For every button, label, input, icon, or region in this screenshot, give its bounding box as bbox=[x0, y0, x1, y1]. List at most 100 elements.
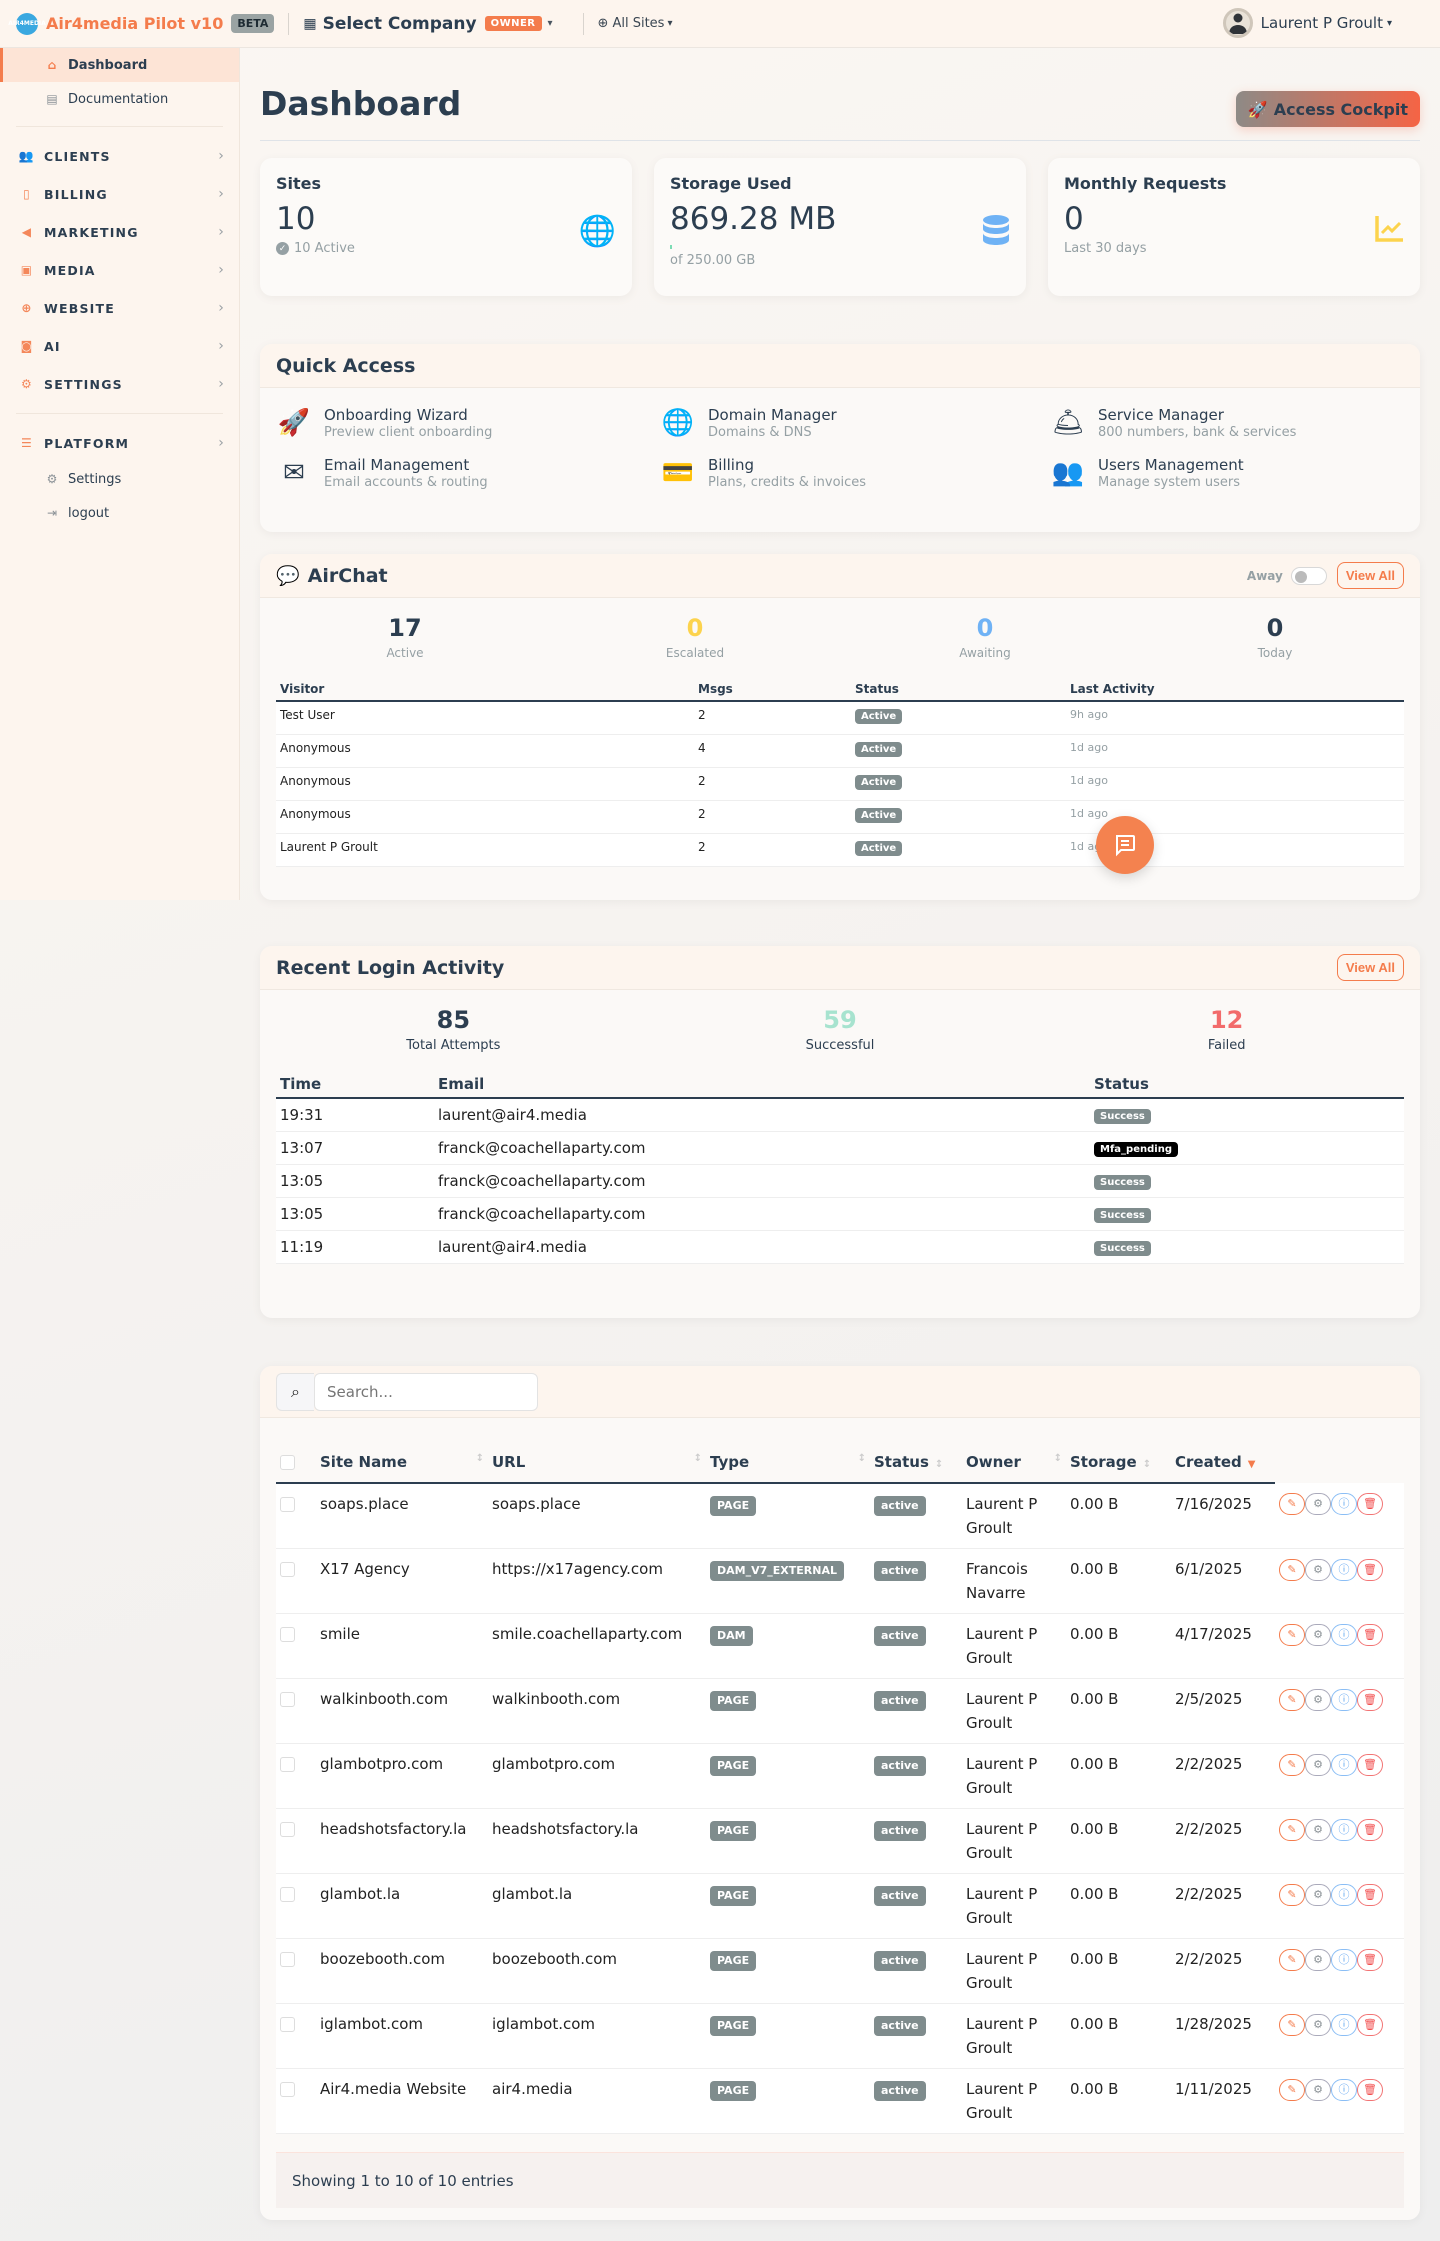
info-button[interactable]: ⓘ bbox=[1331, 1884, 1357, 1906]
sidebar-section-platform[interactable]: ☰ PLATFORM › bbox=[0, 424, 239, 462]
brand-logo[interactable]: AIR4MEDIA bbox=[8, 12, 46, 35]
column-header-type[interactable]: Type ↕ bbox=[706, 1442, 870, 1484]
row-checkbox[interactable] bbox=[280, 1497, 295, 1512]
settings-button[interactable]: ⚙ bbox=[1305, 1884, 1331, 1906]
row-checkbox[interactable] bbox=[280, 1757, 295, 1772]
column-header-site-name[interactable]: Site Name ↕ bbox=[316, 1442, 488, 1484]
delete-button[interactable]: 🗑 bbox=[1357, 1819, 1383, 1841]
edit-button[interactable]: ✎ bbox=[1279, 1624, 1305, 1646]
table-row[interactable]: X17 Agency https://x17agency.com DAM_V7_EX… bbox=[276, 1548, 1404, 1614]
settings-button[interactable]: ⚙ bbox=[1305, 1689, 1331, 1711]
table-row[interactable]: Air4.media Website air4.media PAGE active La… bbox=[276, 2068, 1404, 2134]
chat-fab-button[interactable] bbox=[1096, 816, 1154, 874]
search-icon[interactable]: ⌕ bbox=[276, 1372, 314, 1411]
table-row[interactable]: smile smile.coachellaparty.com DAM active La… bbox=[276, 1613, 1404, 1679]
table-row[interactable]: walkinbooth.com walkinbooth.com PAGE active… bbox=[276, 1678, 1404, 1744]
table-row[interactable]: headshotsfactory.la headshotsfactory.la PA… bbox=[276, 1808, 1404, 1874]
table-row[interactable]: boozebooth.com boozebooth.com PAGE active La… bbox=[276, 1938, 1404, 2004]
edit-button[interactable]: ✎ bbox=[1279, 1689, 1305, 1711]
column-header-status[interactable]: Status ↕ bbox=[870, 1442, 962, 1484]
column-header-url[interactable]: URL ↕ bbox=[488, 1442, 706, 1484]
quick-access-service-manager[interactable]: 🛎 Service Manager 800 numbers, bank & ser… bbox=[1050, 406, 1420, 440]
edit-button[interactable]: ✎ bbox=[1279, 1819, 1305, 1841]
settings-button[interactable]: ⚙ bbox=[1305, 2014, 1331, 2036]
table-row[interactable]: glambotpro.com glambotpro.com PAGE active La… bbox=[276, 1743, 1404, 1809]
settings-button[interactable]: ⚙ bbox=[1305, 1559, 1331, 1581]
row-checkbox[interactable] bbox=[280, 2082, 295, 2097]
info-button[interactable]: ⓘ bbox=[1331, 1819, 1357, 1841]
sidebar-section-media[interactable]: ▣ MEDIA › bbox=[0, 251, 239, 289]
table-row[interactable]: Anonymous 2 Active 1d ago bbox=[276, 767, 1404, 801]
info-button[interactable]: ⓘ bbox=[1331, 2079, 1357, 2101]
table-row[interactable]: glambot.la glambot.la PAGE active Laurent P … bbox=[276, 1873, 1404, 1939]
table-row[interactable]: soaps.place soaps.place PAGE active Laurent … bbox=[276, 1483, 1404, 1549]
settings-button[interactable]: ⚙ bbox=[1305, 1949, 1331, 1971]
table-row[interactable]: Anonymous 4 Active 1d ago bbox=[276, 734, 1404, 768]
info-button[interactable]: ⓘ bbox=[1331, 1949, 1357, 1971]
quick-access-users-management[interactable]: 👥 Users Management Manage system users bbox=[1050, 456, 1420, 490]
delete-button[interactable]: 🗑 bbox=[1357, 1884, 1383, 1906]
quick-access-billing[interactable]: 💳 Billing Plans, credits & invoices bbox=[660, 456, 1050, 490]
sidebar-section-billing[interactable]: ▯ BILLING › bbox=[0, 175, 239, 213]
table-row[interactable]: Test User 2 Active 9h ago bbox=[276, 701, 1404, 735]
edit-button[interactable]: ✎ bbox=[1279, 2079, 1305, 2101]
delete-button[interactable]: 🗑 bbox=[1357, 2014, 1383, 2036]
sidebar-item-platform-settings[interactable]: ⚙ Settings bbox=[0, 462, 239, 496]
select-all-checkbox[interactable] bbox=[280, 1455, 295, 1470]
row-checkbox[interactable] bbox=[280, 1627, 295, 1642]
quick-access-email-management[interactable]: ✉ Email Management Email accounts & routi… bbox=[276, 456, 660, 490]
edit-button[interactable]: ✎ bbox=[1279, 2014, 1305, 2036]
row-checkbox[interactable] bbox=[280, 1952, 295, 1967]
edit-button[interactable]: ✎ bbox=[1279, 1559, 1305, 1581]
info-button[interactable]: ⓘ bbox=[1331, 2014, 1357, 2036]
row-checkbox[interactable] bbox=[280, 1562, 295, 1577]
delete-button[interactable]: 🗑 bbox=[1357, 1624, 1383, 1646]
column-header-created[interactable]: Created ▼ bbox=[1171, 1442, 1275, 1484]
table-row[interactable]: iglambot.com iglambot.com PAGE active Lauren… bbox=[276, 2003, 1404, 2069]
settings-button[interactable]: ⚙ bbox=[1305, 1754, 1331, 1776]
info-button[interactable]: ⓘ bbox=[1331, 1689, 1357, 1711]
quick-access-domain-manager[interactable]: 🌐 Domain Manager Domains & DNS bbox=[660, 406, 1050, 440]
settings-button[interactable]: ⚙ bbox=[1305, 1493, 1331, 1515]
sidebar-section-ai[interactable]: ◙ AI › bbox=[0, 327, 239, 365]
brand-name[interactable]: Air4media Pilot v10 bbox=[46, 14, 224, 33]
edit-button[interactable]: ✎ bbox=[1279, 1493, 1305, 1515]
sidebar-section-settings[interactable]: ⚙ SETTINGS › bbox=[0, 365, 239, 403]
delete-button[interactable]: 🗑 bbox=[1357, 1949, 1383, 1971]
airchat-view-all-button[interactable]: View All bbox=[1336, 562, 1404, 589]
info-button[interactable]: ⓘ bbox=[1331, 1624, 1357, 1646]
sidebar-item-dashboard[interactable]: ⌂ Dashboard bbox=[0, 48, 239, 82]
search-input[interactable] bbox=[314, 1372, 538, 1411]
settings-button[interactable]: ⚙ bbox=[1305, 1819, 1331, 1841]
row-checkbox[interactable] bbox=[280, 2017, 295, 2032]
column-header-storage[interactable]: Storage ↕ bbox=[1066, 1442, 1171, 1484]
user-menu[interactable]: Laurent P Groult ▾ bbox=[1222, 8, 1392, 38]
delete-button[interactable]: 🗑 bbox=[1357, 1559, 1383, 1581]
company-selector[interactable]: ▦ Select Company OWNER ▾ bbox=[303, 14, 552, 34]
sites-selector[interactable]: ⊕ All Sites ▾ bbox=[598, 16, 673, 31]
login-view-all-button[interactable]: View All bbox=[1336, 954, 1404, 981]
sidebar-item-logout[interactable]: ⇥ logout bbox=[0, 496, 239, 530]
sidebar-item-documentation[interactable]: ▤ Documentation bbox=[0, 82, 239, 116]
info-button[interactable]: ⓘ bbox=[1331, 1493, 1357, 1515]
settings-button[interactable]: ⚙ bbox=[1305, 2079, 1331, 2101]
sidebar-section-website[interactable]: ⊕ WEBSITE › bbox=[0, 289, 239, 327]
edit-button[interactable]: ✎ bbox=[1279, 1949, 1305, 1971]
sidebar-section-marketing[interactable]: ◀ MARKETING › bbox=[0, 213, 239, 251]
row-checkbox[interactable] bbox=[280, 1822, 295, 1837]
info-button[interactable]: ⓘ bbox=[1331, 1559, 1357, 1581]
away-toggle[interactable] bbox=[1290, 566, 1327, 585]
row-checkbox[interactable] bbox=[280, 1887, 295, 1902]
delete-button[interactable]: 🗑 bbox=[1357, 1754, 1383, 1776]
info-button[interactable]: ⓘ bbox=[1331, 1754, 1357, 1776]
table-row[interactable]: Laurent P Groult 2 Active 1d ago bbox=[276, 833, 1404, 867]
table-row[interactable]: Anonymous 2 Active 1d ago bbox=[276, 800, 1404, 834]
sidebar-section-clients[interactable]: 👥 CLIENTS › bbox=[0, 137, 239, 175]
row-checkbox[interactable] bbox=[280, 1692, 295, 1707]
settings-button[interactable]: ⚙ bbox=[1305, 1624, 1331, 1646]
edit-button[interactable]: ✎ bbox=[1279, 1884, 1305, 1906]
delete-button[interactable]: 🗑 bbox=[1357, 2079, 1383, 2101]
access-cockpit-button[interactable]: 🚀 Access Cockpit bbox=[1235, 91, 1420, 127]
delete-button[interactable]: 🗑 bbox=[1357, 1493, 1383, 1515]
delete-button[interactable]: 🗑 bbox=[1357, 1689, 1383, 1711]
